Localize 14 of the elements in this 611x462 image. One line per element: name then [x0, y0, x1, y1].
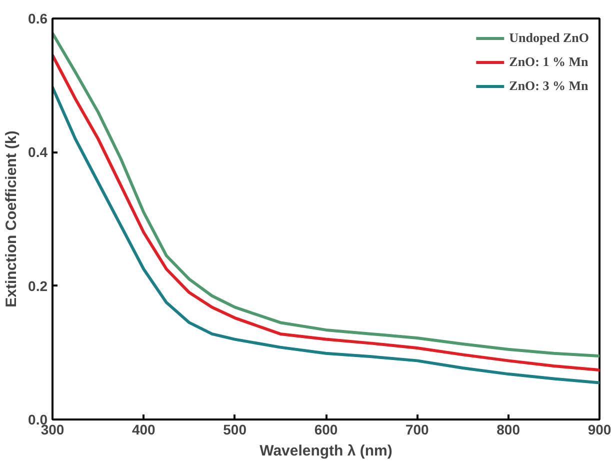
x-axis-title: Wavelength λ (nm): [260, 442, 392, 460]
legend-label: ZnO: 1 % Mn: [509, 54, 588, 70]
x-tick-label: 500: [223, 422, 247, 438]
x-tick-label: 900: [588, 422, 611, 438]
y-tick-label: 0.4: [28, 144, 48, 160]
y-axis-title: Extinction Coefficient (k): [3, 130, 20, 308]
y-tick-label: 0.6: [28, 10, 48, 26]
y-tick-label: 0.2: [28, 278, 48, 294]
legend-label: Undoped ZnO: [509, 30, 589, 46]
x-tick-label: 800: [496, 422, 520, 438]
x-tick-label: 700: [405, 422, 430, 438]
x-tick-label: 400: [132, 422, 156, 438]
legend-label: ZnO: 3 % Mn: [509, 78, 588, 94]
x-tick-label: 600: [314, 422, 338, 438]
